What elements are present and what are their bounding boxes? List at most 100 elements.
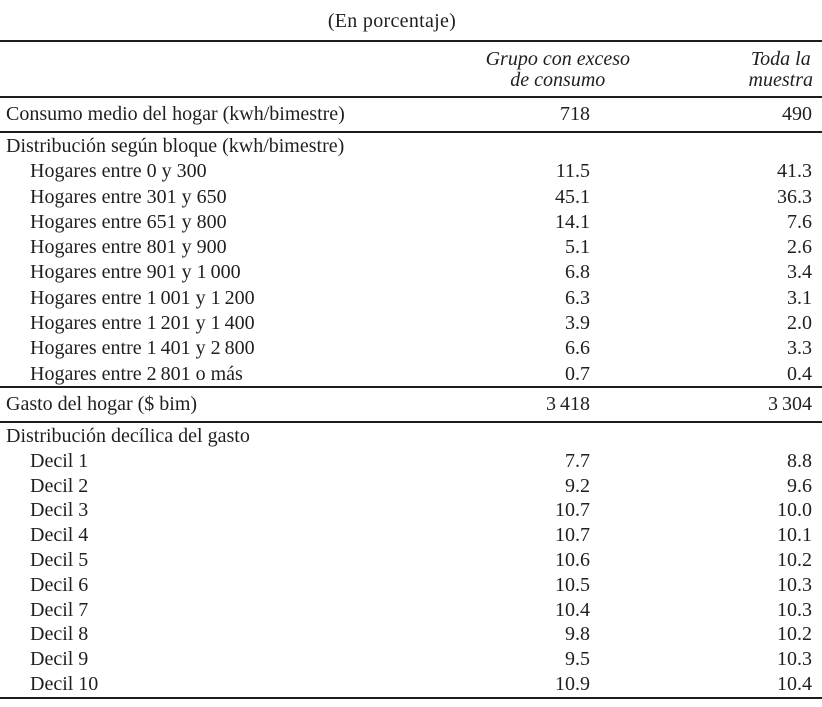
row-label: Decil 3 — [30, 499, 89, 522]
row-label: Decil 9 — [30, 648, 89, 671]
value-excess: 9.8 — [565, 623, 590, 646]
value-sample: 490 — [782, 103, 812, 125]
value-excess — [434, 134, 600, 159]
value-excess: 14.1 — [555, 210, 590, 233]
row-label: Hogares entre 1 201 y 1 400 — [30, 312, 255, 335]
value-excess: 0.7 — [565, 362, 590, 385]
table-row: Hogares entre 1 001 y 1 200 6.3 3.1 — [0, 286, 822, 311]
row-label: Decil 6 — [30, 573, 89, 596]
value-excess: 3.9 — [565, 312, 590, 335]
value-excess — [434, 424, 600, 449]
value-sample: 10.3 — [777, 573, 812, 596]
value-sample — [600, 134, 822, 159]
table-row: Decil 8 9.8 10.2 — [0, 622, 822, 647]
value-sample: 10.2 — [777, 623, 812, 646]
value-sample: 10.0 — [777, 499, 812, 522]
value-sample: 3.4 — [787, 261, 812, 284]
row-label: Decil 4 — [30, 524, 89, 547]
row-label: Decil 2 — [30, 474, 89, 497]
row-label: Hogares entre 901 y 1 000 — [30, 261, 241, 284]
row-label: Decil 7 — [30, 598, 89, 621]
table-row: Distribución según bloque (kwh/bimestre) — [0, 134, 822, 159]
value-sample: 10.3 — [777, 648, 812, 671]
section-block-distribution: Distribución según bloque (kwh/bimestre)… — [0, 133, 822, 388]
table-row: Decil 4 10.7 10.1 — [0, 523, 822, 548]
value-sample: 7.6 — [787, 210, 812, 233]
column-header-excess-line2: de consumo — [510, 69, 606, 91]
table-row: Decil 5 10.6 10.2 — [0, 548, 822, 573]
table-row: Hogares entre 1 201 y 1 400 3.9 2.0 — [0, 311, 822, 336]
table-row: Hogares entre 0 y 300 11.5 41.3 — [0, 159, 822, 184]
table-row: Decil 6 10.5 10.3 — [0, 573, 822, 598]
row-label: Distribución según bloque (kwh/bimestre) — [6, 135, 345, 157]
value-sample — [600, 424, 822, 449]
page-title: (En porcentaje) — [327, 10, 457, 32]
value-excess: 9.2 — [565, 474, 590, 497]
value-excess: 10.4 — [555, 598, 590, 621]
table-row: Decil 9 9.5 10.3 — [0, 647, 822, 672]
table-row: Hogares entre 2 801 o más 0.7 0.4 — [0, 362, 822, 387]
value-excess: 6.3 — [565, 286, 590, 309]
row-label: Hogares entre 1 401 y 2 800 — [30, 337, 255, 360]
table-row: Decil 3 10.7 10.0 — [0, 498, 822, 523]
row-label: Hogares entre 801 y 900 — [30, 236, 227, 259]
value-sample: 2.6 — [787, 236, 812, 259]
row-label: Hogares entre 1 001 y 1 200 — [30, 286, 255, 309]
table-row: Hogares entre 1 401 y 2 800 6.6 3.3 — [0, 336, 822, 361]
value-excess: 7.7 — [565, 449, 590, 472]
row-label: Decil 5 — [30, 548, 89, 571]
row-label: Decil 8 — [30, 623, 89, 646]
table-row: Decil 1 7.7 8.8 — [0, 449, 822, 474]
value-sample: 2.0 — [787, 312, 812, 335]
row-label: Gasto del hogar ($ bim) — [6, 393, 198, 415]
value-sample: 10.1 — [777, 524, 812, 547]
value-excess: 5.1 — [565, 236, 590, 259]
row-label: Hogares entre 2 801 o más — [30, 362, 243, 385]
value-sample: 0.4 — [787, 362, 812, 385]
value-sample: 8.8 — [787, 449, 812, 472]
table-row: Distribución decílica del gasto — [0, 424, 822, 449]
table-row: Hogares entre 301 y 650 45.1 36.3 — [0, 185, 822, 210]
section-decile-distribution: Distribución decílica del gasto Decil 1 … — [0, 423, 822, 699]
row-label: Hogares entre 0 y 300 — [30, 160, 207, 183]
row-label: Decil 10 — [30, 672, 99, 695]
table-row: Consumo medio del hogar (kwh/bimestre) 7… — [0, 98, 822, 131]
value-excess: 3 418 — [545, 393, 590, 415]
column-header-excess-line1: Grupo con exceso — [485, 48, 630, 70]
value-excess: 10.7 — [555, 499, 590, 522]
table-row: Hogares entre 901 y 1 000 6.8 3.4 — [0, 260, 822, 285]
value-excess: 45.1 — [555, 185, 590, 208]
column-header-sample-line1: Toda la — [750, 48, 811, 70]
value-sample: 3 304 — [767, 393, 812, 415]
value-sample: 9.6 — [787, 474, 812, 497]
value-excess: 11.5 — [555, 160, 590, 183]
column-header-sample-line2: muestra — [748, 69, 813, 91]
value-sample: 3.1 — [787, 286, 812, 309]
value-excess: 718 — [560, 103, 590, 125]
row-label: Hogares entre 651 y 800 — [30, 210, 227, 233]
value-sample: 10.4 — [777, 672, 812, 695]
table-header-row: Grupo con exceso de consumo Toda la mues… — [0, 40, 822, 98]
value-sample: 3.3 — [787, 337, 812, 360]
value-excess: 6.6 — [565, 337, 590, 360]
table-row: Decil 2 9.2 9.6 — [0, 474, 822, 499]
row-label: Decil 1 — [30, 449, 89, 472]
row-label: Distribución decílica del gasto — [6, 425, 250, 447]
table-row: Decil 10 10.9 10.4 — [0, 672, 822, 697]
table-row: Gasto del hogar ($ bim) 3 418 3 304 — [0, 388, 822, 421]
value-excess: 9.5 — [565, 648, 590, 671]
row-label: Hogares entre 301 y 650 — [30, 185, 227, 208]
value-excess: 10.7 — [555, 524, 590, 547]
value-excess: 6.8 — [565, 261, 590, 284]
value-sample: 41.3 — [777, 160, 812, 183]
value-excess: 10.5 — [555, 573, 590, 596]
column-header-whole-sample: Toda la muestra — [749, 49, 813, 91]
value-sample: 10.2 — [777, 548, 812, 571]
value-sample: 36.3 — [777, 185, 812, 208]
value-sample: 10.3 — [777, 598, 812, 621]
value-excess: 10.9 — [555, 672, 590, 695]
table-row: Hogares entre 801 y 900 5.1 2.6 — [0, 235, 822, 260]
row-label: Consumo medio del hogar (kwh/bimestre) — [6, 103, 345, 125]
value-excess: 10.6 — [555, 548, 590, 571]
